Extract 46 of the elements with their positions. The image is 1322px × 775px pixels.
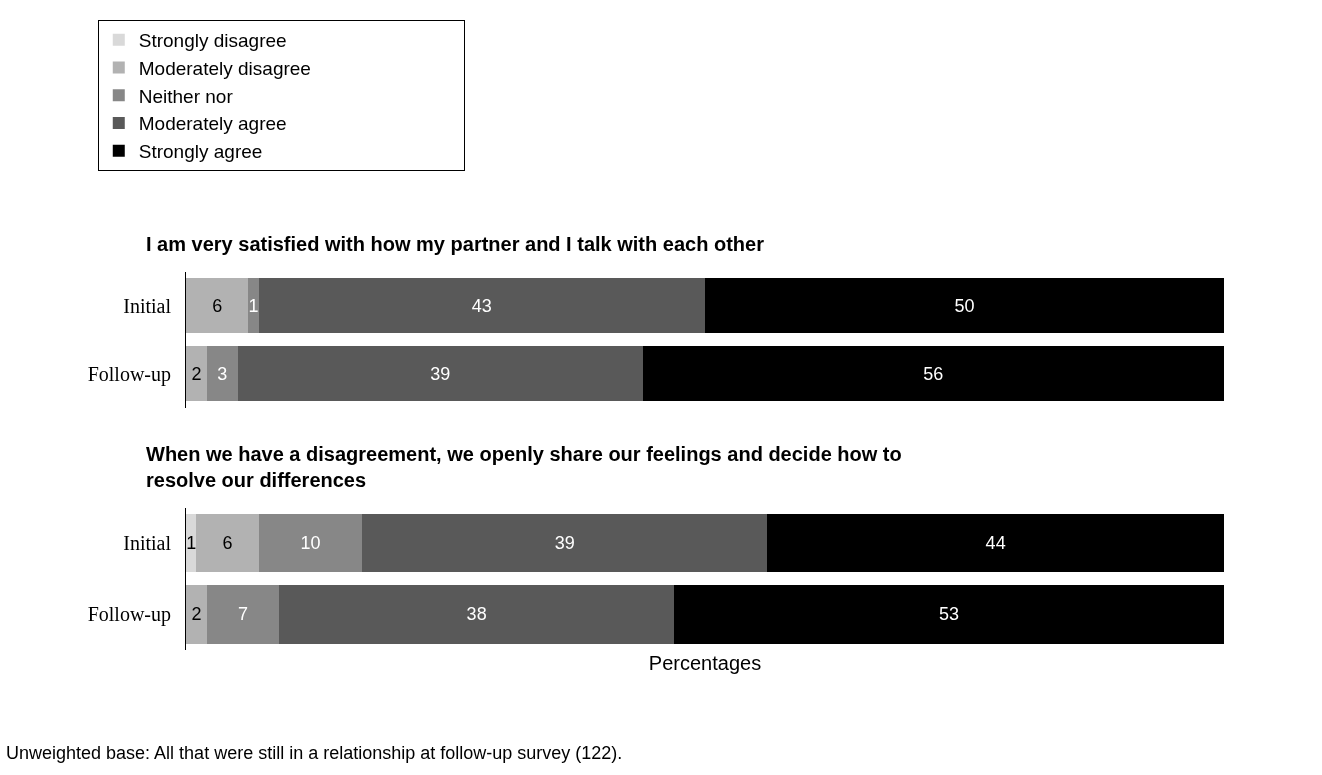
bar: [186, 345, 207, 402]
y-tick-label: Initial: [123, 294, 172, 317]
data-label: 2: [191, 363, 202, 384]
legend-label: Moderately agree: [138, 113, 287, 135]
bar: [196, 514, 259, 573]
bar: [642, 345, 1224, 402]
bar: [186, 585, 207, 644]
bar: [767, 514, 1224, 573]
bar: [362, 514, 768, 573]
chart-title: I am very satisfied with how my partner and I talk with each other: [146, 233, 765, 255]
data-label: 1: [186, 533, 197, 554]
bar: [279, 585, 674, 644]
bar: [673, 585, 1224, 644]
text: Unweighted base: All that were still in a relationship at follow-up survey (122).: [6, 743, 623, 763]
bar: [258, 277, 705, 334]
data-label: 43: [471, 295, 492, 316]
legend-label: Neither nor: [138, 85, 234, 107]
data-label: 53: [938, 604, 959, 625]
x-axis-title: Percentages: [648, 652, 762, 675]
data-label: 6: [212, 295, 223, 316]
data-label: 50: [954, 295, 975, 316]
data-label: 6: [222, 533, 233, 554]
y-tick-label: Follow-up: [87, 362, 171, 386]
data-label: 1: [248, 295, 259, 316]
data-label: 39: [554, 533, 575, 554]
bar: [258, 514, 363, 573]
legend-label: Strongly agree: [138, 141, 263, 163]
data-label: 3: [217, 363, 228, 384]
y-tick-label: Initial: [123, 532, 172, 555]
y-tick-label: Follow-up: [87, 603, 171, 627]
bar: [248, 277, 259, 334]
data-label: 56: [923, 363, 944, 384]
data-label: 38: [466, 604, 487, 625]
bar: [206, 585, 280, 644]
data-label: 10: [300, 533, 321, 554]
data-label: 7: [238, 604, 249, 625]
data-label: 44: [985, 533, 1006, 554]
bar: [705, 277, 1224, 334]
bar: [186, 277, 249, 334]
bar: [206, 345, 238, 402]
legend-label: Moderately disagree: [138, 57, 311, 79]
bar: [237, 345, 643, 402]
data-label: 2: [191, 604, 202, 625]
legend-label: Strongly disagree: [138, 30, 287, 52]
chart-title: When we have a disagreement, we openly share our feelings and decide how to resolve our differences: [146, 443, 902, 491]
data-label: 39: [430, 363, 451, 384]
